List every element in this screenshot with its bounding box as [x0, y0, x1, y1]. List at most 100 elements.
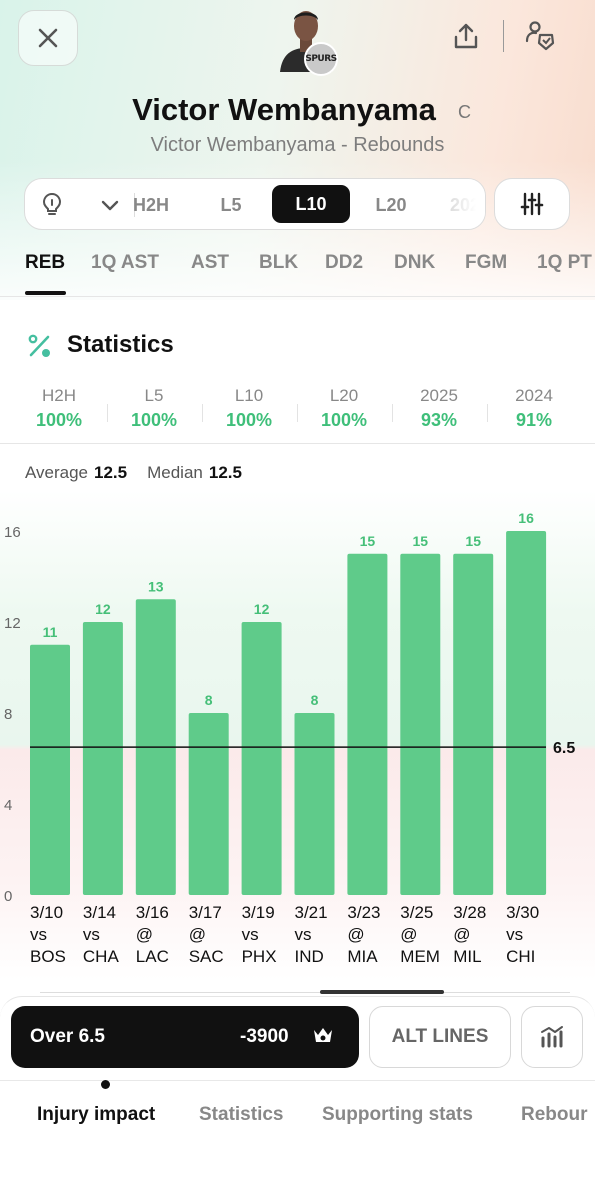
tab-dnk[interactable]: DNK [394, 252, 436, 273]
bar [294, 713, 335, 895]
tabs-divider [0, 296, 595, 297]
nav-rebounds[interactable]: Rebour [521, 1104, 588, 1125]
y-tick-label: 4 [4, 797, 12, 814]
nav-injury-impact[interactable]: Injury impact [37, 1104, 156, 1125]
bar-value-label: 8 [311, 692, 319, 708]
median-label: Median [147, 463, 203, 482]
x-tick-label: vs [83, 925, 100, 944]
stat-category-tabs: REB 1Q AST AST BLK DD2 DNK FGM 1Q PT [0, 236, 595, 296]
follow-player-button[interactable] [520, 16, 560, 56]
active-section-indicator [101, 1080, 110, 1089]
hit-rate-divider [487, 404, 488, 422]
chart-scroll-indicator[interactable] [320, 990, 444, 994]
timeframe-l10[interactable]: L10 [272, 185, 350, 223]
hit-rate-value: 100% [320, 410, 368, 430]
x-tick-label: 3/23 [347, 903, 380, 922]
bar-value-label: 16 [518, 510, 534, 526]
market-subtitle: Victor Wembanyama - Rebounds [150, 134, 445, 156]
x-tick-label: CHI [506, 947, 535, 966]
bar [347, 553, 388, 895]
nav-supporting-stats[interactable]: Supporting stats [322, 1104, 473, 1125]
filter-divider [134, 193, 135, 217]
bar-value-label: 8 [205, 692, 213, 708]
x-tick-label: PHX [242, 947, 277, 966]
y-tick-label: 16 [4, 524, 21, 541]
x-tick-label: 3/25 [400, 903, 433, 922]
tab-1q-pt[interactable]: 1Q PT [537, 252, 592, 273]
bar-value-label: 15 [360, 533, 376, 549]
x-tick-label: CHA [83, 947, 120, 966]
bar-chart-icon [541, 1026, 563, 1048]
hit-rate-2025: 2025 93% [394, 386, 484, 431]
filter-settings-button[interactable] [494, 178, 570, 230]
tab-fgm[interactable]: FGM [465, 252, 508, 273]
tab-blk[interactable]: BLK [259, 252, 299, 273]
over-line-label: Over 6.5 [30, 1026, 105, 1047]
x-tick-label: @ [453, 925, 470, 944]
x-tick-label: 3/28 [453, 903, 486, 922]
hit-rate-value: 91% [515, 410, 553, 430]
stats-divider [0, 443, 595, 444]
sliders-icon [520, 192, 544, 216]
bar-value-label: 12 [95, 601, 111, 617]
x-tick-label: @ [189, 925, 206, 944]
bottom-section-nav [0, 1080, 595, 1200]
close-icon [38, 28, 58, 48]
percent-icon [28, 334, 50, 357]
hit-rate-label: 2024 [515, 386, 553, 405]
bar [241, 622, 282, 895]
bar [400, 553, 441, 895]
x-tick-label: 3/16 [136, 903, 169, 922]
header-divider [503, 20, 504, 52]
rebounds-bar-chart: 0 4 8 12 16 11 3/10 vs BOS 12 3/14 vs CHA 13 3/16 @ LAC 8… [4, 510, 575, 966]
tab-1q-ast[interactable]: 1Q AST [91, 252, 159, 273]
tab-reb[interactable]: REB [25, 252, 66, 273]
player-position: C [458, 102, 471, 122]
timeframe-l5[interactable]: L5 [220, 195, 242, 215]
bar [506, 531, 547, 895]
bar [30, 644, 70, 895]
chevron-down-icon[interactable] [99, 194, 121, 216]
timeframe-h2h[interactable]: H2H [132, 195, 169, 215]
over-bet-button[interactable] [11, 1006, 359, 1068]
timeframe-l20[interactable]: L20 [375, 195, 407, 215]
hit-rate-divider [297, 404, 298, 422]
chart-scroll-track [40, 992, 570, 993]
hit-rate-value: 100% [225, 410, 273, 430]
x-tick-label: vs [30, 925, 47, 944]
x-tick-label: vs [506, 925, 523, 944]
insight-bulb-icon[interactable] [39, 191, 65, 217]
bar-value-label: 11 [43, 624, 58, 640]
bar-value-label: 13 [148, 578, 164, 594]
x-tick-label: vs [295, 925, 312, 944]
tab-ast[interactable]: AST [191, 252, 229, 273]
median-value: 12.5 [208, 463, 242, 482]
bar-value-label: 12 [254, 601, 270, 617]
line-chart-button[interactable] [521, 1006, 583, 1068]
hit-rate-l10: L10 100% [204, 386, 294, 431]
bar-value-label: 15 [465, 533, 481, 549]
hit-rate-divider [392, 404, 393, 422]
x-tick-label: MIL [453, 947, 481, 966]
hit-rate-value: 100% [130, 410, 178, 430]
tab-dd2[interactable]: DD2 [325, 252, 364, 273]
share-button[interactable] [448, 18, 484, 54]
team-logo: SPURS [304, 42, 338, 76]
x-tick-label: vs [242, 925, 259, 944]
hit-rate-label: 2025 [420, 386, 458, 405]
x-tick-label: MIA [347, 947, 378, 966]
alt-lines-button[interactable]: ALT LINES [369, 1006, 511, 1068]
hit-rate-label: L20 [329, 386, 359, 405]
statistics-title: Statistics [67, 331, 174, 358]
prop-line-label: 6.5 [553, 740, 575, 757]
x-tick-label: IND [295, 947, 324, 966]
close-button[interactable] [18, 10, 78, 66]
nav-statistics[interactable]: Statistics [199, 1104, 284, 1125]
x-tick-label: MEM [400, 947, 440, 966]
active-tab-indicator [25, 291, 66, 295]
x-tick-label: @ [347, 925, 364, 944]
x-tick-label: 3/21 [295, 903, 328, 922]
hit-rate-divider [107, 404, 108, 422]
hit-rate-2024: 2024 91% [489, 386, 579, 431]
bar-value-label: 15 [413, 533, 429, 549]
